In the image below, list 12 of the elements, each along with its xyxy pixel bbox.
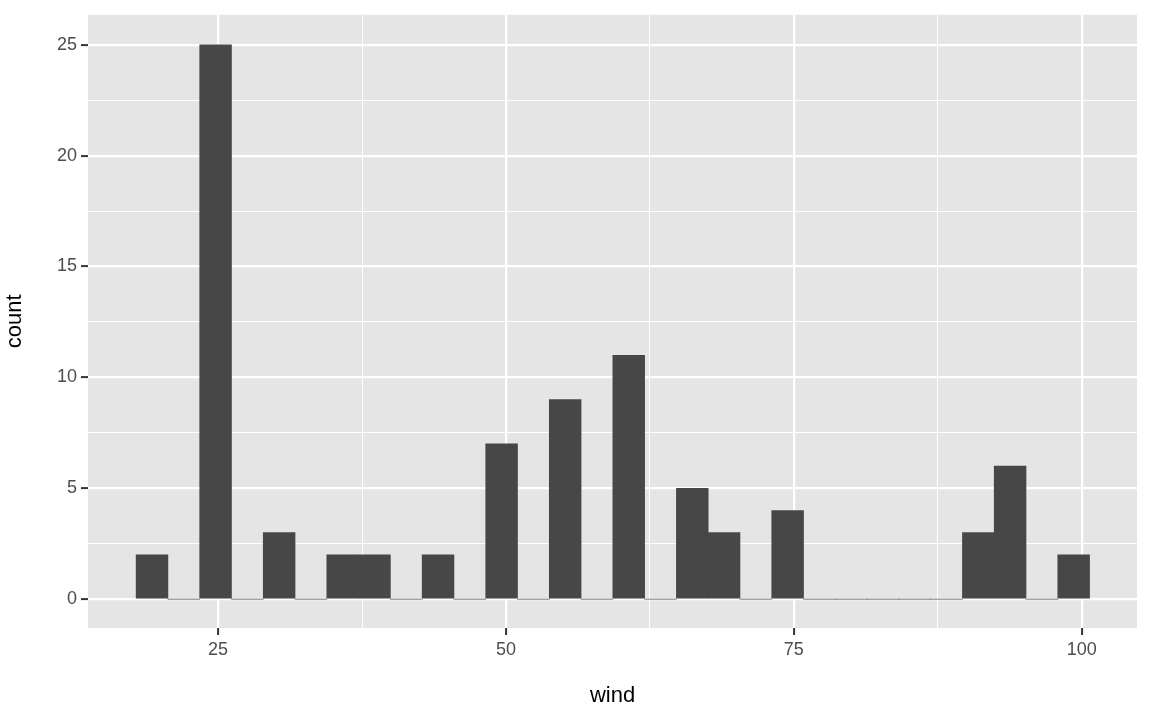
y-axis-title: count [1,294,27,349]
x-tick-label: 75 [783,638,804,659]
y-tick-label: 25 [56,33,77,54]
y-tick-label: 5 [66,477,77,498]
x-axis-title: wind [588,681,636,707]
y-tick-label: 0 [66,588,77,609]
y-tick-label: 15 [56,255,77,276]
x-tick-label: 50 [495,638,516,659]
y-tick-label: 20 [56,144,77,165]
x-tick-label: 25 [208,638,229,659]
x-tick-label: 100 [1066,638,1097,659]
y-tick-label: 10 [56,366,77,387]
